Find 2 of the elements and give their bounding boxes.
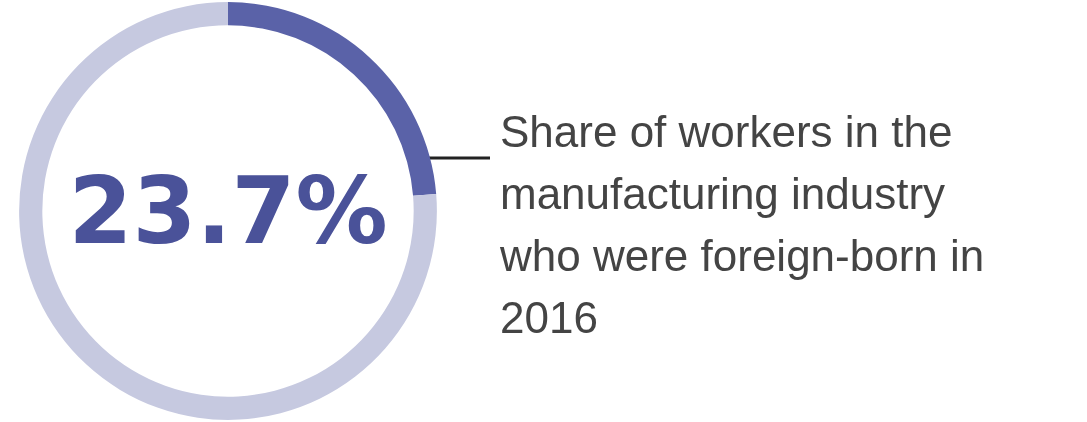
text: Share of workers in the manufacturing industry who were foreign-born in 2016: [499, 106, 985, 342]
data-label: 23.7%: [68, 157, 388, 265]
